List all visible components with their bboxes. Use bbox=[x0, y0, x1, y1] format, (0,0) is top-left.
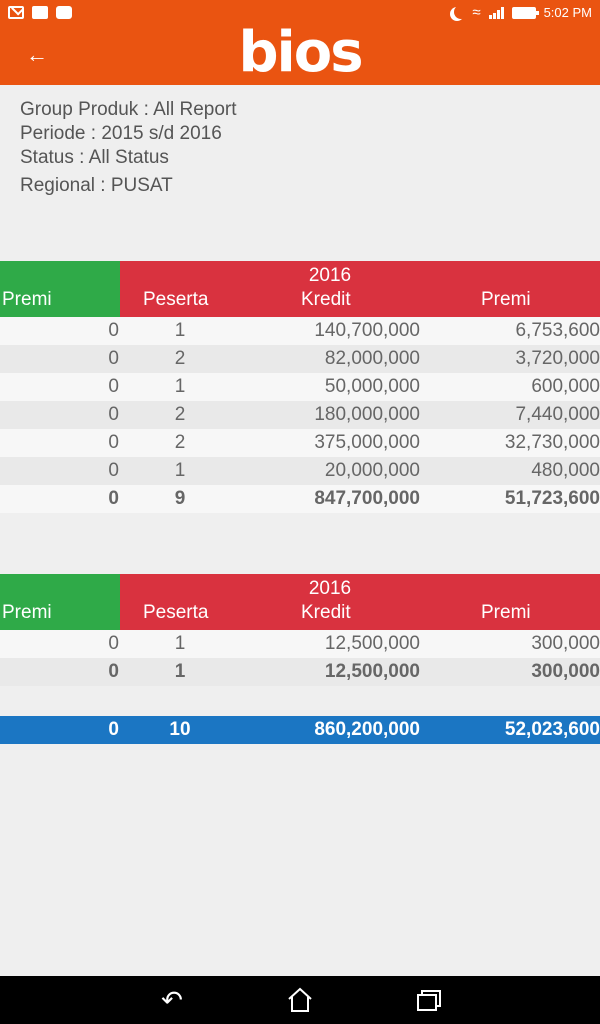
table-header: 2016 Premi Peserta Kredit Premi bbox=[0, 574, 600, 630]
total-premi-left: 0 bbox=[108, 488, 119, 509]
cell-peserta: 1 bbox=[174, 633, 186, 654]
header-green-cell bbox=[0, 574, 120, 630]
status-time: 5:02 PM bbox=[543, 5, 592, 20]
cell-peserta: 1 bbox=[174, 460, 186, 481]
back-arrow-icon[interactable]: ← bbox=[26, 42, 48, 67]
table-row: 0 2 82,000,000 3,720,000 bbox=[0, 345, 600, 373]
header-kredit: Kredit bbox=[301, 602, 351, 623]
total-premi-left: 0 bbox=[108, 661, 119, 682]
grand-total-row: 0 10 860,200,000 52,023,600 bbox=[0, 716, 600, 744]
grand-total-premi-left: 0 bbox=[108, 719, 119, 740]
cell-premi-right: 7,440,000 bbox=[515, 404, 600, 425]
cell-kredit: 375,000,000 bbox=[314, 432, 420, 453]
cell-peserta: 2 bbox=[174, 404, 186, 425]
grand-total-premi-right: 52,023,600 bbox=[504, 719, 600, 740]
total-kredit: 12,500,000 bbox=[324, 661, 420, 682]
cell-premi-right: 480,000 bbox=[531, 460, 600, 481]
cell-premi-left: 0 bbox=[108, 633, 119, 654]
total-premi-right: 300,000 bbox=[531, 661, 600, 682]
report-info: Group Produk : All Report Periode : 2015… bbox=[20, 98, 580, 198]
total-premi-right: 51,723,600 bbox=[504, 488, 600, 509]
group-produk-label: Group Produk : All Report bbox=[20, 99, 237, 120]
header-year: 2016 bbox=[308, 578, 352, 599]
header-premi-right: Premi bbox=[481, 289, 531, 310]
table-row: 0 1 50,000,000 600,000 bbox=[0, 373, 600, 401]
battery-icon bbox=[511, 6, 539, 19]
header-premi-left: Premi bbox=[2, 289, 52, 310]
status-label: Status : All Status bbox=[20, 147, 169, 168]
cell-kredit: 12,500,000 bbox=[324, 633, 420, 654]
app-bar: ← bios bbox=[0, 25, 600, 85]
cell-premi-right: 600,000 bbox=[531, 376, 600, 397]
nav-home-icon[interactable] bbox=[285, 986, 315, 1014]
cell-premi-left: 0 bbox=[108, 348, 119, 369]
cell-premi-right: 6,753,600 bbox=[515, 320, 600, 341]
status-bar: ≈ 5:02 PM bbox=[0, 0, 600, 25]
header-premi-right: Premi bbox=[481, 602, 531, 623]
header-peserta: Peserta bbox=[143, 602, 209, 623]
nav-back-icon[interactable]: ↶ bbox=[161, 985, 183, 1015]
table-row: 0 2 375,000,000 32,730,000 bbox=[0, 429, 600, 457]
table-row: 0 1 140,700,000 6,753,600 bbox=[0, 317, 600, 345]
image-icon bbox=[32, 6, 48, 19]
grand-total-peserta: 10 bbox=[169, 719, 191, 740]
cell-premi-left: 0 bbox=[108, 404, 119, 425]
cell-peserta: 2 bbox=[174, 348, 186, 369]
gmail-icon bbox=[8, 6, 24, 19]
nav-recent-icon[interactable] bbox=[414, 986, 444, 1014]
cell-kredit: 82,000,000 bbox=[324, 348, 420, 369]
header-year: 2016 bbox=[308, 265, 352, 286]
report-table-2: 2016 Premi Peserta Kredit Premi 0 1 12,5… bbox=[0, 574, 600, 686]
shopping-bag-icon bbox=[56, 6, 72, 19]
signal-icon bbox=[488, 6, 504, 19]
table-header: 2016 Premi Peserta Kredit Premi bbox=[0, 261, 600, 317]
regional-label: Regional : PUSAT bbox=[20, 175, 173, 196]
cell-kredit: 50,000,000 bbox=[324, 376, 420, 397]
cell-premi-right: 32,730,000 bbox=[504, 432, 600, 453]
report-table-1: 2016 Premi Peserta Kredit Premi 0 1 140,… bbox=[0, 261, 600, 513]
system-nav-bar: ↶ bbox=[0, 976, 600, 1024]
header-green-cell bbox=[0, 261, 120, 317]
header-peserta: Peserta bbox=[143, 289, 209, 310]
table-row: 0 1 20,000,000 480,000 bbox=[0, 457, 600, 485]
cell-kredit: 180,000,000 bbox=[314, 404, 420, 425]
total-peserta: 1 bbox=[174, 661, 186, 682]
cell-kredit: 20,000,000 bbox=[324, 460, 420, 481]
periode-label: Periode : 2015 s/d 2016 bbox=[20, 123, 222, 144]
total-kredit: 847,700,000 bbox=[314, 488, 420, 509]
status-bar-right: ≈ 5:02 PM bbox=[450, 5, 592, 20]
header-kredit: Kredit bbox=[301, 289, 351, 310]
cell-premi-left: 0 bbox=[108, 460, 119, 481]
cell-premi-right: 3,720,000 bbox=[515, 348, 600, 369]
cell-premi-right: 300,000 bbox=[531, 633, 600, 654]
cell-peserta: 1 bbox=[174, 376, 186, 397]
moon-icon bbox=[454, 5, 468, 19]
grand-total-kredit: 860,200,000 bbox=[314, 719, 420, 740]
cell-premi-left: 0 bbox=[108, 376, 119, 397]
cell-premi-left: 0 bbox=[108, 432, 119, 453]
wifi-icon: ≈ bbox=[472, 4, 481, 21]
status-bar-left bbox=[8, 6, 72, 19]
table-total-row: 0 9 847,700,000 51,723,600 bbox=[0, 485, 600, 513]
table-row: 0 1 12,500,000 300,000 bbox=[0, 630, 600, 658]
header-red-cell bbox=[120, 261, 600, 317]
table-total-row: 0 1 12,500,000 300,000 bbox=[0, 658, 600, 686]
cell-kredit: 140,700,000 bbox=[314, 320, 420, 341]
cell-peserta: 1 bbox=[174, 320, 186, 341]
total-peserta: 9 bbox=[174, 488, 186, 509]
header-red-cell bbox=[120, 574, 600, 630]
header-premi-left: Premi bbox=[2, 602, 52, 623]
app-logo: bios bbox=[238, 20, 363, 85]
table-row: 0 2 180,000,000 7,440,000 bbox=[0, 401, 600, 429]
cell-peserta: 2 bbox=[174, 432, 186, 453]
cell-premi-left: 0 bbox=[108, 320, 119, 341]
